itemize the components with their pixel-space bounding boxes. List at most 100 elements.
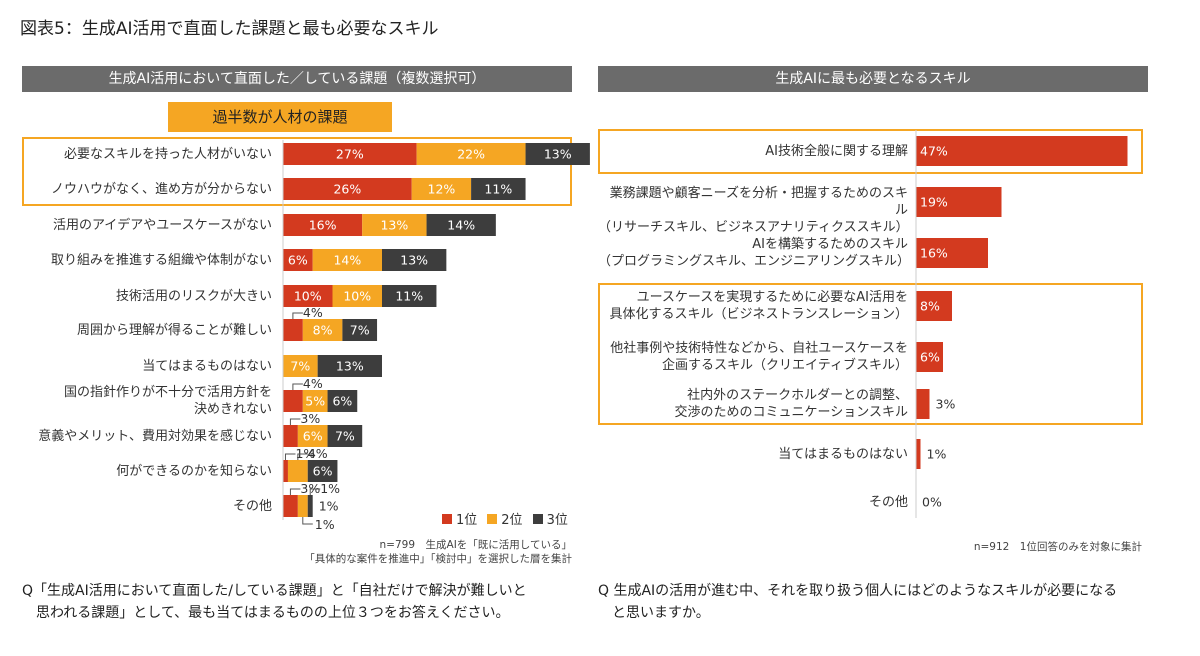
skill-value-label: 6%: [920, 350, 940, 365]
bar-segment-rank3: [317, 355, 382, 377]
bar-segment-rank1: [283, 143, 417, 165]
bar-value-label: 5%: [305, 394, 325, 409]
bar-value-label: 10%: [294, 289, 322, 304]
left-highlight-box: [22, 137, 572, 206]
bar-segment-rank2: [302, 390, 328, 412]
left-category-label-line: 取り組みを推進する組織や体制がない: [50, 252, 272, 268]
left-category-label-line: 活用のアイデアやユースケースがない: [52, 217, 272, 233]
right-category-label: AIを構築するためのスキル （プログラミングスキル、エンジニアリングスキル）: [598, 236, 910, 270]
left-category-label: ノウハウがなく、進め方が分からない: [22, 181, 272, 198]
left-note-line1: n=799 生成AIを「既に活用している」: [379, 539, 572, 551]
right-category-label: AI技術全般に関する理解: [598, 143, 908, 160]
bar-value-label: 1%: [320, 481, 340, 496]
right-category-labels: AI技術全般に関する理解 業務課題や顧客ニーズを分析・把握するためのスキル （リサー…: [598, 0, 910, 656]
skill-value-label: 16%: [920, 246, 948, 261]
skill-bar: [916, 342, 943, 372]
bar-segment-rank1: [283, 390, 303, 412]
bar-segment-rank3: [342, 319, 378, 341]
leader-line: [284, 453, 296, 460]
right-category-label-line: AI技術全般に関する理解: [765, 143, 908, 159]
right-category-label: ユースケースを実現するために必要なAI活用を具体化するスキル（ビジネストランスレ…: [598, 289, 908, 323]
left-category-label: 周囲から理解が得ることが難しい: [22, 322, 272, 339]
legend-swatch-rank2: [487, 513, 498, 524]
bar-segment-rank2: [302, 319, 343, 341]
left-category-label-line: その他: [232, 498, 272, 514]
bar-segment-rank3: [327, 425, 363, 447]
left-category-label-line: 当てはまるものはない: [142, 358, 272, 374]
bar-value-label: 12%: [428, 182, 456, 197]
bar-segment-rank3: [426, 214, 496, 236]
bar-value-label: 1%: [315, 517, 335, 532]
bar-value-label: 6%: [303, 429, 323, 444]
bar-segment-rank2: [416, 143, 526, 165]
legend-swatch-rank3: [532, 513, 543, 524]
bar-segment-rank1: [283, 425, 298, 447]
right-category-label-line: 具体化するスキル（ビジネストランスレーション）: [609, 307, 908, 322]
left-category-label: 活用のアイデアやユースケースがない: [22, 217, 272, 234]
left-category-label-line: 国の指針作りが不十分で活用方針を: [63, 385, 272, 400]
left-category-label-line: 技術活用のリスクが大きい: [115, 288, 272, 304]
bar-segment-rank2: [283, 355, 318, 377]
bar-value-label: 4%: [303, 305, 323, 320]
right-category-label: 他社事例や技術特性などから、自社ユースケースを 企画するスキル（クリエイティブスキ…: [598, 340, 908, 374]
bar-segment-rank2: [297, 425, 328, 447]
bar-segment-rank3: [382, 249, 447, 271]
right-category-label-line: 業務課題や顧客ニーズを分析・把握するためのスキル: [609, 186, 908, 218]
bar-segment-rank1: [283, 285, 333, 307]
bar-segment-rank2: [287, 460, 308, 482]
bar-value-label: 13%: [336, 359, 364, 374]
leader-line: [292, 312, 303, 319]
legend-item-rank3: 3位: [532, 509, 568, 528]
left-category-label: 当てはまるものはない: [22, 358, 272, 375]
right-category-label-line: ユースケースを実現するために必要なAI活用を: [636, 290, 908, 305]
left-category-label: その他: [22, 498, 272, 515]
left-category-labels: 必要なスキルを持った人材がいない ノウハウがなく、進め方が分からない 活用のアイデア…: [22, 0, 274, 656]
left-category-label: 取り組みを推進する組織や体制がない: [22, 252, 272, 269]
left-category-label: 意義やメリット、費用対効果を感じない: [22, 428, 272, 445]
right-category-label-line: 他社事例や技術特性などから、自社ユースケースを: [610, 341, 908, 356]
right-highlight-box-skills: [598, 283, 1143, 425]
bar-value-label: 7%: [350, 323, 370, 338]
right-category-label-line: 交渉のためのコミュニケーションスキル: [674, 405, 908, 420]
right-question: Q 生成AIの活用が進む中、それを取り扱う個人にはどのようなスキルが必要になる …: [598, 580, 1158, 624]
right-panel-header: 生成AIに最も必要となるスキル: [598, 66, 1148, 92]
bar-segment-rank3: [307, 460, 338, 482]
bar-value-label: 6%: [332, 394, 352, 409]
right-category-label: 当てはまるものはない: [598, 446, 908, 463]
bar-value-label: 26%: [333, 182, 361, 197]
right-highlight-box-top: [598, 129, 1143, 174]
left-panel-header: 生成AI活用において直面した／している課題（複数選択可）: [22, 66, 572, 92]
right-category-label-line: AIを構築するためのスキル: [752, 237, 908, 252]
right-category-label-line: 社内外のステークホルダーとの調整、: [687, 388, 908, 403]
bar-value-label: 11%: [484, 182, 512, 197]
bar-value-label: 11%: [395, 289, 423, 304]
legend-item-rank2: 2位: [487, 509, 523, 528]
legend-label-rank2: 2位: [501, 513, 523, 528]
bar-segment-rank3: [327, 390, 358, 412]
bar-value-label: 10%: [343, 289, 371, 304]
bar-value-label: 22%: [457, 147, 485, 162]
skill-bar: [916, 187, 1002, 217]
bar-value-label: 14%: [447, 218, 475, 233]
left-question-line2: 思われる課題」として、最も当てはまるものの上位３つをお答えください。: [36, 605, 510, 621]
left-category-label: 何ができるのかを知らない: [22, 463, 272, 480]
left-category-label: 技術活用のリスクが大きい: [22, 288, 272, 305]
bar-segment-rank2: [362, 214, 427, 236]
bar-segment-rank1: [283, 495, 298, 517]
legend-item-rank1: 1位: [442, 509, 477, 528]
leader-line: [292, 383, 303, 390]
bar-segment-rank2: [411, 178, 472, 200]
bar-value-label: 6%: [288, 253, 308, 268]
bar-value-label: 4%: [308, 446, 328, 461]
legend: 1位 2位 3位: [442, 509, 568, 528]
skill-bar: [916, 389, 930, 419]
callout-majority-talent: 過半数が人材の課題: [168, 102, 392, 132]
right-category-label-line: 当てはまるものはない: [778, 446, 908, 462]
right-question-line1: Q 生成AIの活用が進む中、それを取り扱う個人にはどのようなスキルが必要になる: [598, 583, 1118, 599]
bar-value-label: 13%: [380, 218, 408, 233]
bar-value-label: 6%: [313, 464, 333, 479]
right-question-line2: と思いますか。: [612, 605, 710, 621]
bar-value-label: 7%: [335, 429, 355, 444]
left-category-label-line: 何ができるのかを知らない: [116, 463, 272, 479]
right-category-label-line: その他: [868, 494, 908, 510]
